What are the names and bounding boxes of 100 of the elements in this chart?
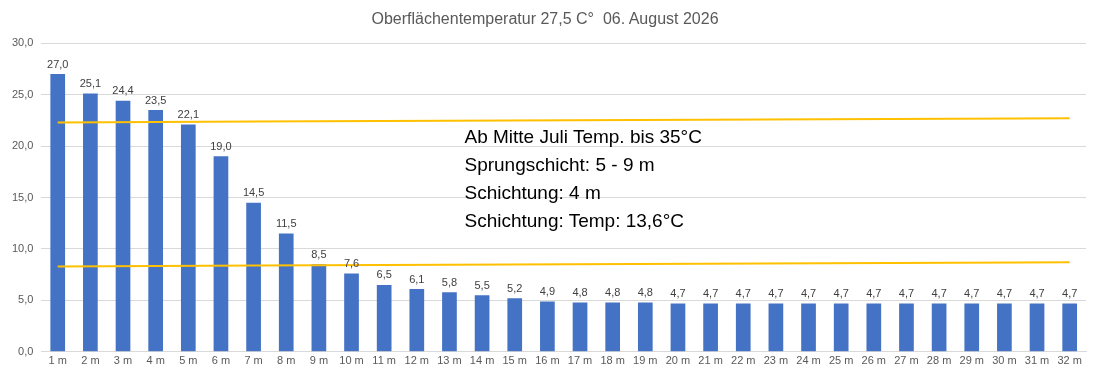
x-tick-label: 13 m xyxy=(437,354,462,367)
data-label: 6,5 xyxy=(376,268,392,281)
bar xyxy=(801,303,816,352)
x-tick-label: 29 m xyxy=(959,354,984,367)
data-label: 4,7 xyxy=(702,286,719,299)
bar xyxy=(605,302,621,352)
data-label: 4,7 xyxy=(833,286,849,299)
bar xyxy=(180,124,196,352)
x-tick-label: 11 m xyxy=(372,354,396,367)
bar xyxy=(866,303,882,352)
x-tick-label: 31 m xyxy=(1024,354,1050,367)
x-tick-label: 4 m xyxy=(146,354,165,367)
bar xyxy=(246,202,261,352)
annotation: Schichtung: Temp: 13,6°C xyxy=(464,210,685,232)
x-tick-label: 18 m xyxy=(600,354,625,367)
data-label: 4,8 xyxy=(605,285,621,298)
bar xyxy=(931,303,947,352)
data-label: 4,7 xyxy=(898,286,915,299)
data-label: 4,8 xyxy=(637,285,653,298)
bar xyxy=(964,303,980,352)
data-label: 4,7 xyxy=(768,286,784,299)
x-tick-label: 25 m xyxy=(828,354,854,367)
x-tick-label: 24 m xyxy=(796,354,821,367)
data-label: 5,8 xyxy=(441,275,458,288)
x-tick-label: 26 m xyxy=(861,354,887,367)
data-label: 4,7 xyxy=(1029,286,1045,299)
x-tick-label: 8 m xyxy=(277,354,296,367)
bar xyxy=(507,298,523,352)
bar xyxy=(1029,303,1045,352)
data-label: 23,5 xyxy=(144,93,167,106)
bar xyxy=(833,303,849,352)
y-tick-label: 20,0 xyxy=(11,139,34,152)
data-label: 14,5 xyxy=(242,186,265,199)
bar xyxy=(637,302,653,352)
y-tick-label: 5,0 xyxy=(18,293,34,306)
bar xyxy=(703,303,718,352)
x-tick-label: 6 m xyxy=(211,354,231,367)
y-tick-label: 25,0 xyxy=(11,87,34,100)
x-tick-label: 21 m xyxy=(698,354,723,367)
data-label: 4,7 xyxy=(866,286,882,299)
bar xyxy=(735,303,751,352)
y-tick-label: 0,0 xyxy=(18,344,34,357)
data-label: 24,4 xyxy=(112,84,134,97)
x-tick-label: 10 m xyxy=(339,354,364,367)
bar xyxy=(670,303,686,352)
bar xyxy=(540,301,555,352)
x-tick-label: 2 m xyxy=(81,354,100,367)
bar xyxy=(474,295,490,352)
bar xyxy=(572,302,588,352)
x-tick-label: 16 m xyxy=(535,354,560,367)
x-tick-label: 7 m xyxy=(244,354,263,367)
bar xyxy=(768,303,784,352)
x-tick-label: 20 m xyxy=(665,354,691,367)
data-label: 4,7 xyxy=(1062,286,1078,299)
data-label: 4,7 xyxy=(735,286,751,299)
data-label: 6,1 xyxy=(409,272,425,285)
x-tick-label: 15 m xyxy=(502,354,527,367)
data-label: 25,1 xyxy=(79,77,102,90)
data-label: 22,1 xyxy=(177,108,200,120)
data-label: 19,0 xyxy=(210,139,232,152)
bar xyxy=(409,289,425,352)
annotation: Ab Mitte Juli Temp. bis 35°C xyxy=(464,126,702,148)
data-label: 4,7 xyxy=(670,286,686,299)
chart-title: Oberflächentemperatur 27,5 C° 06. August 2026 xyxy=(371,10,719,28)
annotation: Sprungschicht: 5 - 9 m xyxy=(464,154,655,176)
bar xyxy=(442,292,457,352)
x-tick-label: 22 m xyxy=(731,354,756,367)
data-label: 4,7 xyxy=(800,286,817,299)
x-tick-label: 17 m xyxy=(567,354,593,367)
x-tick-label: 3 m xyxy=(113,354,133,367)
x-tick-label: 14 m xyxy=(469,354,495,367)
x-tick-label: 5 m xyxy=(179,354,198,367)
x-tick-label: 28 m xyxy=(926,354,952,367)
x-tick-label: 27 m xyxy=(894,354,919,367)
y-tick-label: 10,0 xyxy=(11,241,34,254)
annotation: Schichtung: 4 m xyxy=(464,182,601,204)
bar xyxy=(899,303,914,352)
bar xyxy=(50,74,66,352)
bar xyxy=(1062,303,1078,352)
bar xyxy=(115,100,131,352)
x-tick-label: 9 m xyxy=(309,354,329,367)
data-label: 4,7 xyxy=(964,286,980,299)
y-tick-label: 30,0 xyxy=(11,36,34,49)
bar xyxy=(376,284,392,352)
data-label: 11,5 xyxy=(275,217,297,230)
data-label: 4,8 xyxy=(572,285,588,298)
data-label: 4,7 xyxy=(931,286,947,299)
bar xyxy=(278,233,294,352)
x-tick-label: 30 m xyxy=(992,354,1017,367)
x-tick-label: 19 m xyxy=(633,354,658,367)
data-label: 5,5 xyxy=(474,278,490,291)
data-label: 4,9 xyxy=(539,284,556,297)
y-tick-label: 15,0 xyxy=(11,190,34,203)
bar xyxy=(213,156,229,352)
bar xyxy=(344,273,359,352)
data-label: 27,0 xyxy=(47,57,69,70)
data-label: 5,2 xyxy=(507,281,523,294)
bar xyxy=(997,303,1012,352)
bar xyxy=(311,264,327,352)
x-tick-label: 12 m xyxy=(404,354,430,367)
